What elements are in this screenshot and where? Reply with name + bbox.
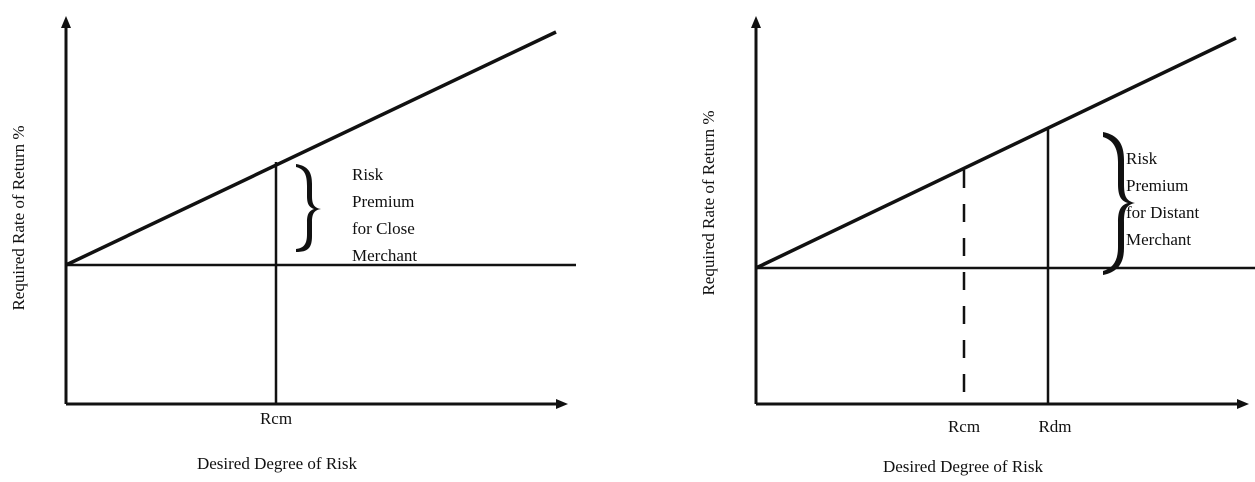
- left-y-axis-label: Required Rate of Return %: [9, 125, 28, 310]
- left-x-axis-label: Desired Degree of Risk: [197, 454, 358, 473]
- left-annotation-line-4: Merchant: [352, 246, 417, 265]
- right-y-axis-label: Required Rate of Return %: [699, 110, 718, 295]
- left-panel: Risk Premium for Close Merchant Rcm Desi…: [9, 16, 576, 473]
- left-brace: [296, 164, 321, 252]
- right-annotation-line-3: for Distant: [1126, 203, 1199, 222]
- left-annotation-line-2: Premium: [352, 192, 414, 211]
- left-required-return-line: [65, 30, 557, 267]
- right-annotation: Risk Premium for Distant Merchant: [1126, 149, 1203, 249]
- right-brace: [1103, 132, 1135, 275]
- right-annotation-line-1: Risk: [1126, 149, 1158, 168]
- right-rdm-label: Rdm: [1038, 417, 1071, 436]
- left-annotation: Risk Premium for Close Merchant: [352, 165, 419, 265]
- right-annotation-line-4: Merchant: [1126, 230, 1191, 249]
- right-rcm-label: Rcm: [948, 417, 980, 436]
- left-rcm-label: Rcm: [260, 409, 292, 428]
- right-panel: Risk Premium for Distant Merchant Rcm Rd…: [699, 16, 1255, 476]
- right-x-axis-label: Desired Degree of Risk: [883, 457, 1044, 476]
- left-annotation-line-3: for Close: [352, 219, 415, 238]
- right-required-return-line: [755, 36, 1237, 270]
- left-annotation-line-1: Risk: [352, 165, 384, 184]
- right-annotation-line-2: Premium: [1126, 176, 1188, 195]
